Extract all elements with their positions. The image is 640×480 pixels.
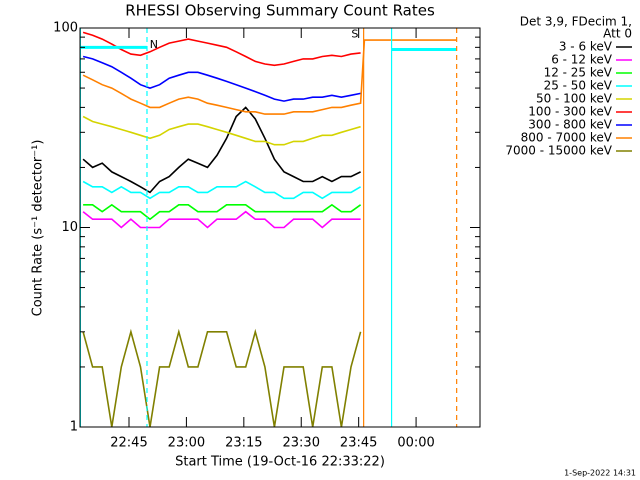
x-axis-label: Start Time (19-Oct-16 22:33:22) [175,455,385,470]
legend-label: 12 - 25 keV [544,66,613,80]
series-line [82,31,361,67]
x-tick-label: 22:45 [110,436,147,451]
series-line [82,39,457,115]
series-line [82,210,361,229]
footer: 1-Sep-2022 14:31 [564,469,636,478]
legend-label: 100 - 300 keV [528,105,612,119]
series-line [82,106,361,194]
annotation: S [351,27,358,40]
legend-label: 300 - 800 keV [528,118,612,132]
y-axis-label: Count Rate (s⁻¹ detector⁻¹) [31,140,46,317]
chart-title: RHESSI Observing Summary Count Rates [125,2,435,20]
x-tick-label: 23:00 [168,436,205,451]
legend-label: 7000 - 15000 keV [505,144,612,158]
x-tick-label: 23:45 [340,436,377,451]
annotation: N [150,38,158,51]
x-tick-label: 00:00 [397,436,434,451]
y-tick-label: 1 [70,420,78,435]
y-tick-label: 100 [53,21,78,36]
legend-header: Att 0 [603,27,632,41]
y-tick-label: 10 [61,220,78,235]
series-line [83,203,362,221]
series-line [82,55,361,102]
legend-label: 25 - 50 keV [544,79,613,93]
legend-label: 800 - 7000 keV [521,131,613,145]
series-line [82,115,361,146]
legend-label: 50 - 100 keV [536,92,613,106]
legend-header: Det 3,9, FDecim 1, [520,15,632,29]
legend-label: 3 - 6 keV [559,40,613,54]
x-tick-label: 23:15 [225,436,262,451]
x-tick-label: 23:30 [283,436,320,451]
legend-label: 6 - 12 keV [551,53,613,67]
series-line [82,180,362,200]
series-line [82,328,362,428]
